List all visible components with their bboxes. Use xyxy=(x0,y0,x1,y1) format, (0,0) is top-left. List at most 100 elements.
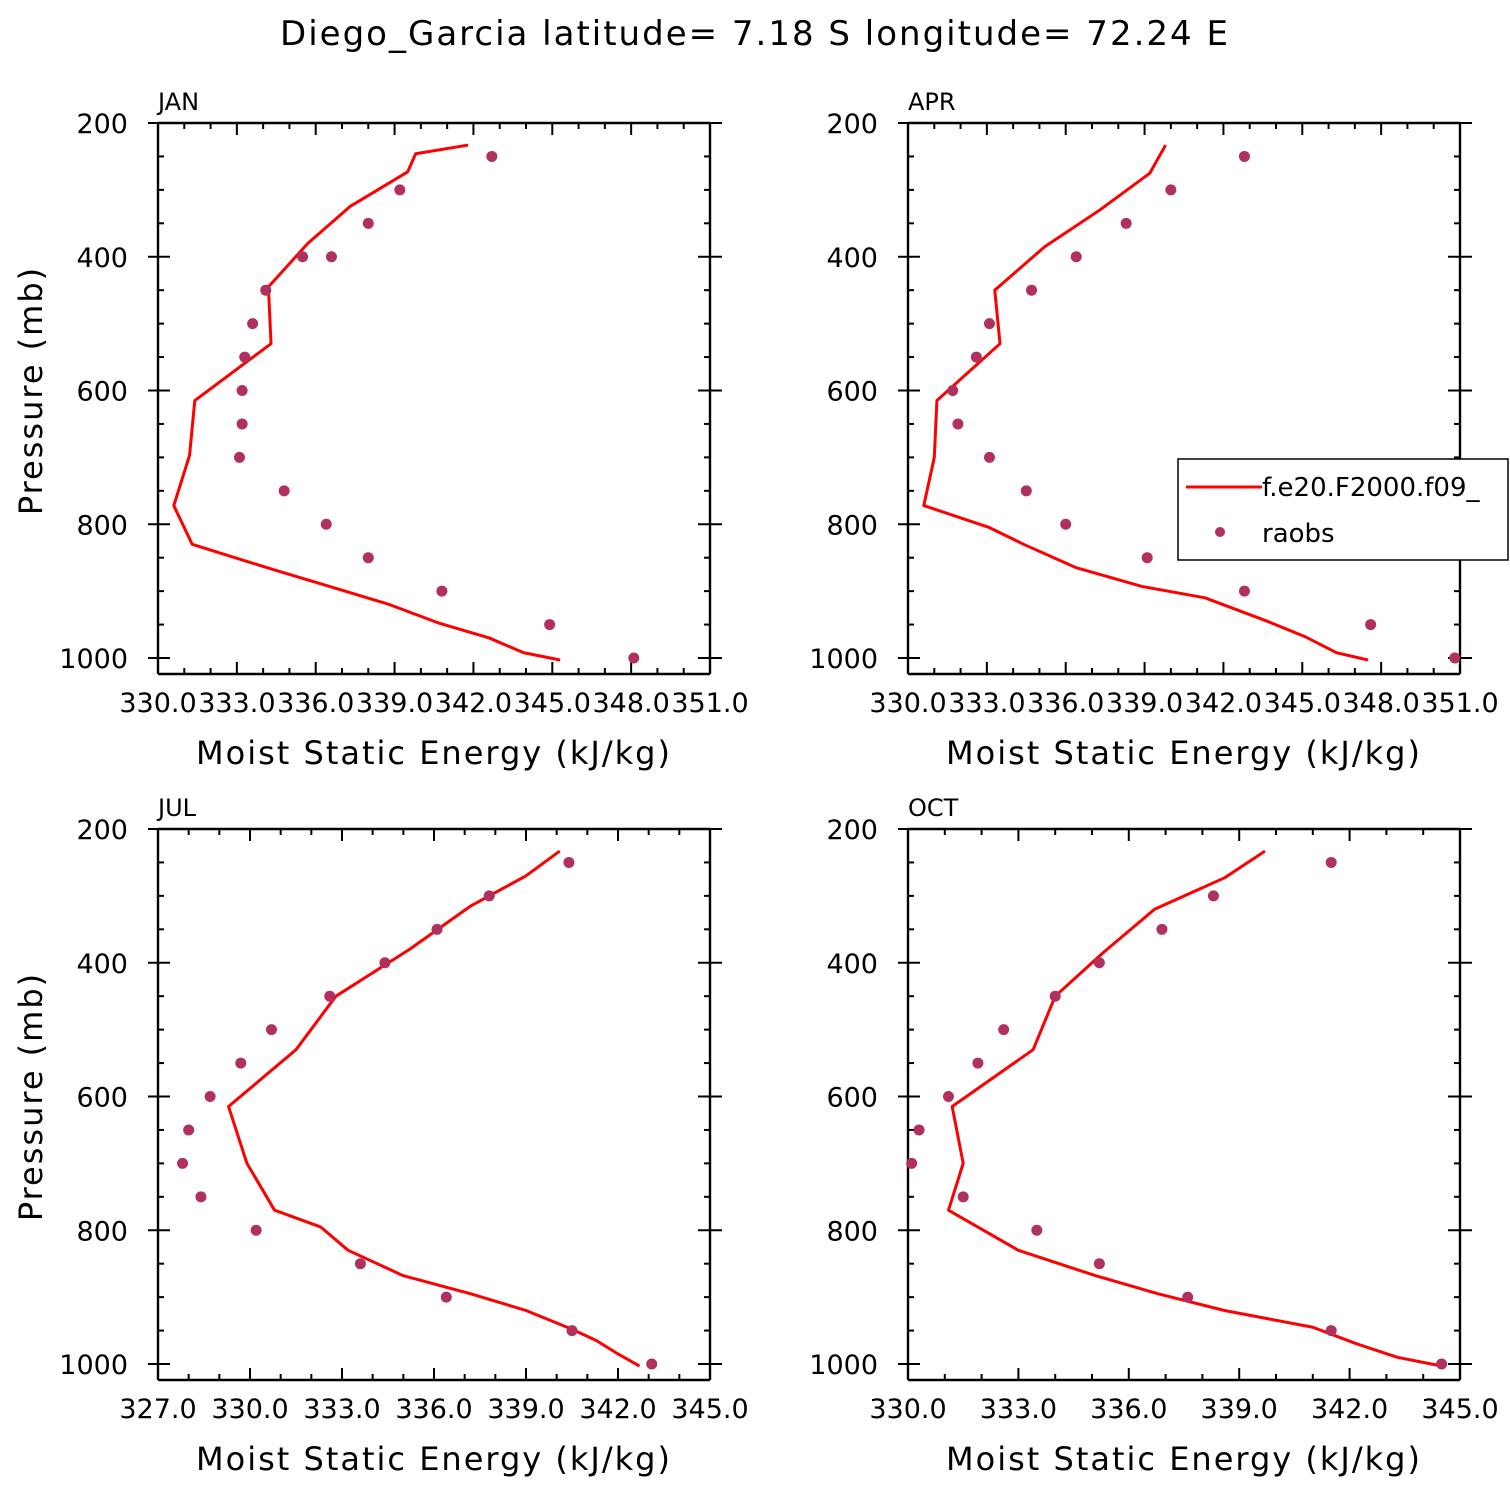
x-tick-label: 330.0 xyxy=(869,688,946,719)
raobs-point xyxy=(1060,518,1072,530)
y-tick-label: 400 xyxy=(76,949,128,980)
raobs-point xyxy=(913,1124,925,1136)
x-axis-title: Moist Static Energy (kJ/kg) xyxy=(196,1440,672,1478)
raobs-point xyxy=(1026,284,1038,296)
raobs-point xyxy=(177,1157,189,1169)
x-tick-label: 336.0 xyxy=(277,688,354,719)
raobs-point xyxy=(379,957,391,969)
raobs-point xyxy=(957,1191,969,1203)
x-tick-label: 330.0 xyxy=(869,1394,946,1425)
y-tick-label: 1000 xyxy=(59,644,128,675)
model-profile-line xyxy=(922,144,1369,662)
y-tick-label: 200 xyxy=(826,815,878,846)
y-tick-label: 800 xyxy=(76,510,128,541)
y-tick-label: 600 xyxy=(826,1083,878,1114)
x-tick-label: 336.0 xyxy=(395,1394,472,1425)
y-tick-label: 200 xyxy=(826,109,878,140)
x-tick-label: 339.0 xyxy=(1201,1394,1278,1425)
raobs-point xyxy=(1093,957,1105,969)
y-tick-label: 400 xyxy=(76,243,128,274)
raobs-point xyxy=(906,1157,918,1169)
x-tick-label: 342.0 xyxy=(1185,688,1262,719)
raobs-point xyxy=(1031,1224,1043,1236)
raobs-point xyxy=(325,251,337,263)
x-tick-label: 330.0 xyxy=(211,1394,288,1425)
raobs-point xyxy=(646,1358,658,1370)
raobs-point xyxy=(1182,1291,1194,1303)
raobs-point xyxy=(544,619,556,631)
y-tick-label: 600 xyxy=(826,377,878,408)
raobs-point xyxy=(239,351,251,363)
raobs-point xyxy=(440,1291,452,1303)
legend-model-label: f.e20.F2000.f09_ xyxy=(1262,473,1480,503)
raobs-point xyxy=(247,318,259,330)
raobs-point xyxy=(952,418,964,430)
y-tick-label: 400 xyxy=(826,949,878,980)
x-tick-label: 351.0 xyxy=(1421,688,1498,719)
raobs-point xyxy=(486,150,498,162)
x-axis-title: Moist Static Energy (kJ/kg) xyxy=(946,734,1422,772)
raobs-point xyxy=(362,552,374,564)
x-tick-label: 342.0 xyxy=(579,1394,656,1425)
raobs-point xyxy=(236,418,248,430)
x-tick-label: 345.0 xyxy=(514,688,591,719)
x-tick-label: 327.0 xyxy=(119,1394,196,1425)
raobs-point xyxy=(563,856,575,868)
x-tick-label: 336.0 xyxy=(1027,688,1104,719)
raobs-point xyxy=(233,451,245,463)
raobs-point xyxy=(1093,1258,1105,1270)
y-tick-label: 200 xyxy=(76,815,128,846)
raobs-point xyxy=(362,217,374,229)
raobs-point xyxy=(1020,485,1032,497)
panel-jan: 330.0 333.0 336.0 339.0 342.0 345.0 348.0 351.0… xyxy=(12,88,749,772)
y-tick-label: 1000 xyxy=(59,1350,128,1381)
raobs-point xyxy=(1238,150,1250,162)
raobs-point xyxy=(1238,585,1250,597)
model-profile-line xyxy=(172,143,561,662)
x-tick-label: 339.0 xyxy=(487,1394,564,1425)
raobs-point xyxy=(436,585,448,597)
raobs-point xyxy=(1325,856,1337,868)
y-tick-label: 1000 xyxy=(809,1350,878,1381)
raobs-point xyxy=(394,184,406,196)
raobs-point xyxy=(320,518,332,530)
panel-label: JUL xyxy=(156,794,197,822)
y-axis-title: Pressure (mb) xyxy=(12,266,50,515)
raobs-point xyxy=(354,1258,366,1270)
raobs-point xyxy=(431,923,443,935)
raobs-point xyxy=(265,1024,277,1036)
figure-title: Diego_Garcia latitude= 7.18 S longitude=… xyxy=(280,14,1230,54)
x-tick-label: 339.0 xyxy=(356,688,433,719)
x-tick-label: 339.0 xyxy=(1106,688,1183,719)
raobs-point xyxy=(970,351,982,363)
raobs-point xyxy=(1141,552,1153,564)
raobs-point xyxy=(1049,990,1061,1002)
y-axis-title: Pressure (mb) xyxy=(12,972,50,1221)
raobs-point xyxy=(324,990,336,1002)
raobs-point xyxy=(983,318,995,330)
x-tick-label: 336.0 xyxy=(1090,1394,1167,1425)
raobs-point xyxy=(998,1024,1010,1036)
x-tick-label: 330.0 xyxy=(119,688,196,719)
legend-obs-swatch xyxy=(1215,527,1225,537)
y-tick-label: 1000 xyxy=(809,644,878,675)
y-tick-label: 600 xyxy=(76,377,128,408)
y-tick-label: 800 xyxy=(76,1216,128,1247)
x-tick-label: 345.0 xyxy=(671,1394,748,1425)
x-tick-label: 345.0 xyxy=(1421,1394,1498,1425)
x-tick-label: 345.0 xyxy=(1264,688,1341,719)
raobs-point xyxy=(972,1057,984,1069)
y-tick-label: 800 xyxy=(826,510,878,541)
raobs-point xyxy=(1325,1325,1337,1337)
x-tick-label: 333.0 xyxy=(198,688,275,719)
x-axis-title: Moist Static Energy (kJ/kg) xyxy=(196,734,672,772)
raobs-point xyxy=(1207,890,1219,902)
raobs-point xyxy=(983,451,995,463)
panel-label: OCT xyxy=(908,794,959,822)
raobs-point xyxy=(297,251,309,263)
panels: 330.0 333.0 336.0 339.0 342.0 345.0 348.0 351.0… xyxy=(12,88,1499,1478)
y-tick-label: 800 xyxy=(826,1216,878,1247)
y-tick-label: 200 xyxy=(76,109,128,140)
legend-box xyxy=(1177,458,1509,561)
